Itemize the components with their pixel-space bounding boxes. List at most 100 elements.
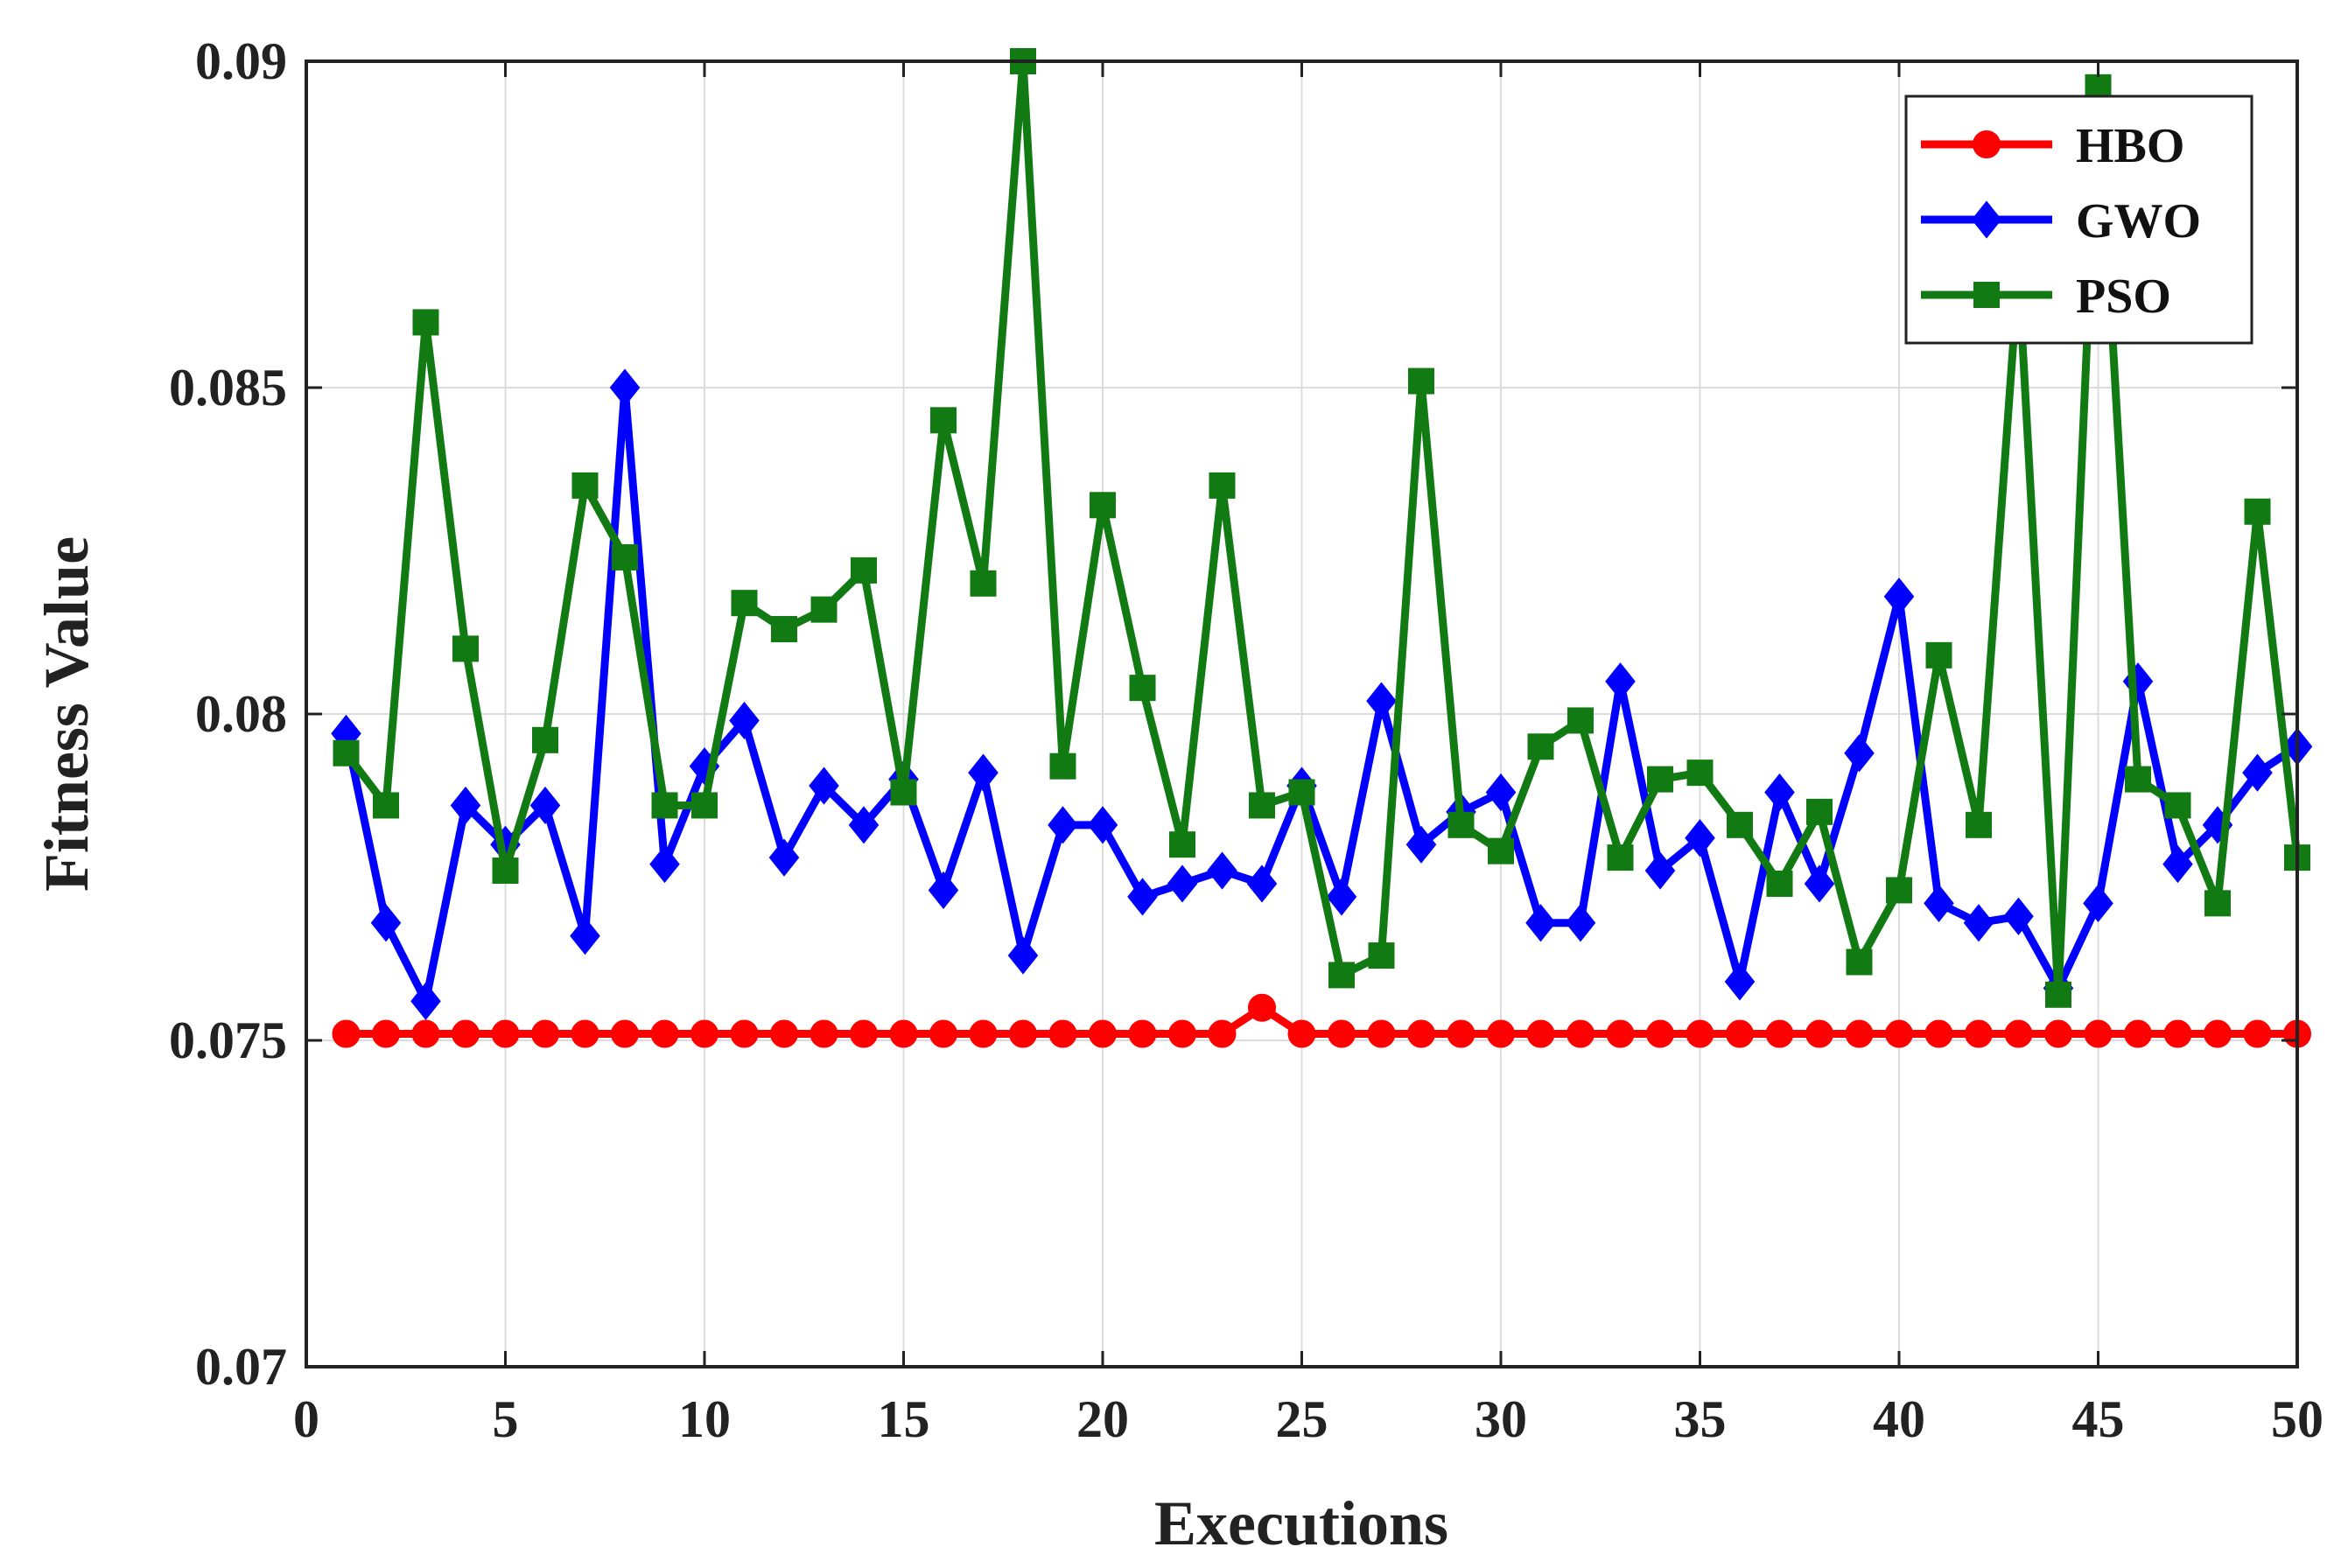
- x-tick-label: 5: [493, 1390, 519, 1448]
- x-axis-label: Executions: [1154, 1488, 1448, 1558]
- legend-item-hbo: HBO: [1921, 119, 2184, 173]
- pso-point: [492, 858, 519, 885]
- hbo-point: [1765, 1019, 1794, 1048]
- gwo-point: [529, 786, 561, 825]
- pso-point: [851, 556, 877, 584]
- x-tick-label: 40: [1873, 1390, 1925, 1448]
- pso-point: [1408, 368, 1434, 395]
- hbo-point: [1567, 1019, 1595, 1048]
- pso-point: [1527, 733, 1554, 760]
- x-tick-label: 25: [1276, 1390, 1328, 1448]
- gwo-point: [370, 904, 402, 942]
- gwo-point: [1127, 878, 1158, 916]
- legend-hbo-marker: [1973, 130, 2001, 158]
- pso-point: [1129, 675, 1156, 702]
- pso-point: [1049, 752, 1076, 780]
- gwo-point: [1405, 825, 1437, 864]
- hbo-point: [1845, 1019, 1874, 1048]
- hbo-point: [1646, 1019, 1674, 1048]
- gwo-point: [1366, 682, 1397, 720]
- pso-point: [1846, 948, 1873, 976]
- hbo-point: [1726, 1019, 1754, 1048]
- axis-ticks: 0 5 10 15 20 25 30 35 40 45 50 0.07 0.075 0.08 0.085 0.…: [169, 32, 2323, 1448]
- pso-point: [2204, 890, 2231, 917]
- pso-point: [1090, 492, 1116, 519]
- gwo-point: [1207, 851, 1237, 890]
- pso-point: [651, 792, 678, 819]
- pso-point: [1727, 811, 1753, 838]
- pso-point: [412, 309, 439, 336]
- pso-point: [1766, 870, 1793, 897]
- pso-point: [2125, 766, 2151, 793]
- pso-point: [333, 739, 360, 766]
- pso-point: [1249, 792, 1275, 819]
- hbo-point: [2044, 1019, 2072, 1048]
- hbo-point: [452, 1019, 480, 1048]
- gwo-point: [809, 766, 839, 805]
- gwo-point: [1644, 851, 1676, 890]
- gwo-point: [928, 871, 959, 910]
- gwo-point: [768, 838, 800, 877]
- pso-point: [1567, 707, 1594, 734]
- pso-point: [612, 543, 638, 570]
- pso-point: [1169, 831, 1195, 858]
- series-pso: [333, 48, 2310, 1008]
- hbo-point: [730, 1019, 759, 1048]
- pso-point: [1288, 779, 1315, 806]
- pso-point: [930, 407, 957, 434]
- y-tick-label: 0.085: [169, 359, 287, 416]
- x-tick-label: 50: [2271, 1390, 2323, 1448]
- pso-point: [1886, 877, 1912, 904]
- hbo-point: [690, 1019, 718, 1048]
- pso-point: [1806, 798, 1833, 825]
- hbo-point: [889, 1019, 918, 1048]
- hbo-point: [1128, 1019, 1157, 1048]
- pso-point: [1488, 837, 1514, 864]
- gwo-point: [2003, 897, 2034, 935]
- hbo-point: [491, 1019, 520, 1048]
- hbo-point: [1487, 1019, 1515, 1048]
- legend: HBO GWO PSO: [1904, 94, 2253, 345]
- pso-point: [532, 726, 558, 753]
- hbo-point: [1447, 1019, 1475, 1048]
- gwo-point: [410, 982, 441, 1020]
- hbo-point: [1885, 1019, 1913, 1048]
- hbo-point: [2124, 1019, 2152, 1048]
- y-tick-label: 0.075: [169, 1012, 287, 1069]
- hbo-point: [850, 1019, 878, 1048]
- hbo-point: [1965, 1019, 1993, 1048]
- pso-point: [771, 616, 797, 643]
- gwo-point: [570, 917, 600, 956]
- series-hbo: [332, 993, 2311, 1048]
- gwo-point: [1246, 864, 1278, 903]
- hbo-point: [2243, 1019, 2272, 1048]
- x-tick-label: 20: [1076, 1390, 1129, 1448]
- legend-hbo-label: HBO: [2076, 119, 2184, 173]
- gwo-point: [1685, 819, 1715, 858]
- x-tick-label: 30: [1475, 1390, 1527, 1448]
- gwo-point: [2162, 844, 2193, 884]
- gwo-point: [968, 753, 999, 792]
- hbo-point: [810, 1019, 838, 1048]
- pso-point: [1209, 472, 1236, 499]
- gwo-point: [1963, 904, 1994, 942]
- hbo-point: [1367, 1019, 1396, 1048]
- gwo-point: [609, 368, 641, 407]
- hbo-point: [650, 1019, 679, 1048]
- pso-point: [731, 590, 758, 617]
- pso-point: [1328, 962, 1355, 989]
- hbo-point: [571, 1019, 599, 1048]
- gwo-point: [1844, 734, 1875, 773]
- series-group: [331, 48, 2313, 1048]
- gwo-point: [2242, 753, 2273, 792]
- gwo-point: [1048, 806, 1078, 844]
- y-tick-label: 0.08: [195, 685, 287, 743]
- hbo-point: [1168, 1019, 1196, 1048]
- legend-pso-label: PSO: [2076, 270, 2171, 324]
- legend-pso-marker: [1973, 282, 2000, 308]
- gwo-point: [1326, 878, 1357, 916]
- hbo-point: [611, 1019, 639, 1048]
- gwo-point: [1605, 662, 1636, 701]
- hbo-point: [411, 1019, 440, 1048]
- pso-point: [1925, 641, 1952, 668]
